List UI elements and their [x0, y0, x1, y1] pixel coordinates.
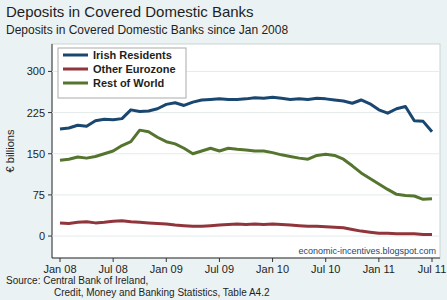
x-tick [272, 258, 273, 262]
y-tick-label: 300 [27, 65, 45, 77]
y-tick [48, 194, 52, 195]
legend-label: Other Eurozone [93, 63, 176, 75]
x-tick-label: Jan 09 [150, 263, 183, 275]
series-line [60, 221, 432, 235]
x-tick [432, 258, 433, 262]
grid-line [52, 194, 440, 195]
x-tick [113, 258, 114, 262]
legend-box [58, 48, 186, 98]
x-tick [219, 258, 220, 262]
x-axis [52, 258, 440, 259]
series-line [60, 97, 432, 132]
x-tick-label: Jul 10 [311, 263, 340, 275]
y-tick-label: 150 [27, 148, 45, 160]
x-tick-label: Jul 09 [205, 263, 234, 275]
x-tick-label: Jan 11 [363, 263, 395, 275]
y-tick [48, 153, 52, 154]
legend-swatch [63, 54, 88, 57]
y-tick [48, 236, 52, 237]
lines [60, 97, 432, 234]
legend-swatch [63, 68, 88, 71]
y-axis [52, 44, 53, 258]
x-tick [378, 258, 379, 262]
annotation: economic-incentives.blogspot.com [298, 246, 436, 256]
x-tick-label: Jul 11 [418, 263, 447, 275]
y-tick [48, 71, 52, 72]
subtitle: Deposits in Covered Domestic Banks since… [6, 23, 288, 37]
y-tick-label: 225 [27, 107, 45, 119]
grid-line [52, 236, 440, 237]
y-tick-label: 75 [33, 189, 45, 201]
x-tick [166, 258, 167, 262]
y-tick [48, 112, 52, 113]
legend-label: Irish Residents [93, 49, 172, 61]
background [0, 0, 447, 300]
x-tick [325, 258, 326, 262]
source-line: Source: Central Bank of Ireland, [6, 275, 148, 286]
source-line: Credit, Money and Banking Statistics, Ta… [54, 287, 270, 298]
legend-swatch [63, 82, 88, 85]
legend-label: Rest of World [93, 77, 164, 89]
y-axis-label: € billions [4, 129, 16, 172]
y-tick-label: 0 [39, 230, 45, 242]
series-line [60, 130, 432, 199]
chart: Deposits in Covered Domestic Banks Deposi… [0, 0, 447, 300]
legend: Irish Residents Other Eurozone Rest of Wor… [58, 48, 186, 98]
x-tick [60, 258, 61, 262]
plot-area [52, 44, 440, 258]
x-tick-label: Jul 08 [98, 263, 127, 275]
x-tick-label: Jan 10 [256, 263, 289, 275]
title: Deposits in Covered Domestic Banks [6, 3, 254, 20]
x-tick-label: Jan 08 [43, 263, 76, 275]
